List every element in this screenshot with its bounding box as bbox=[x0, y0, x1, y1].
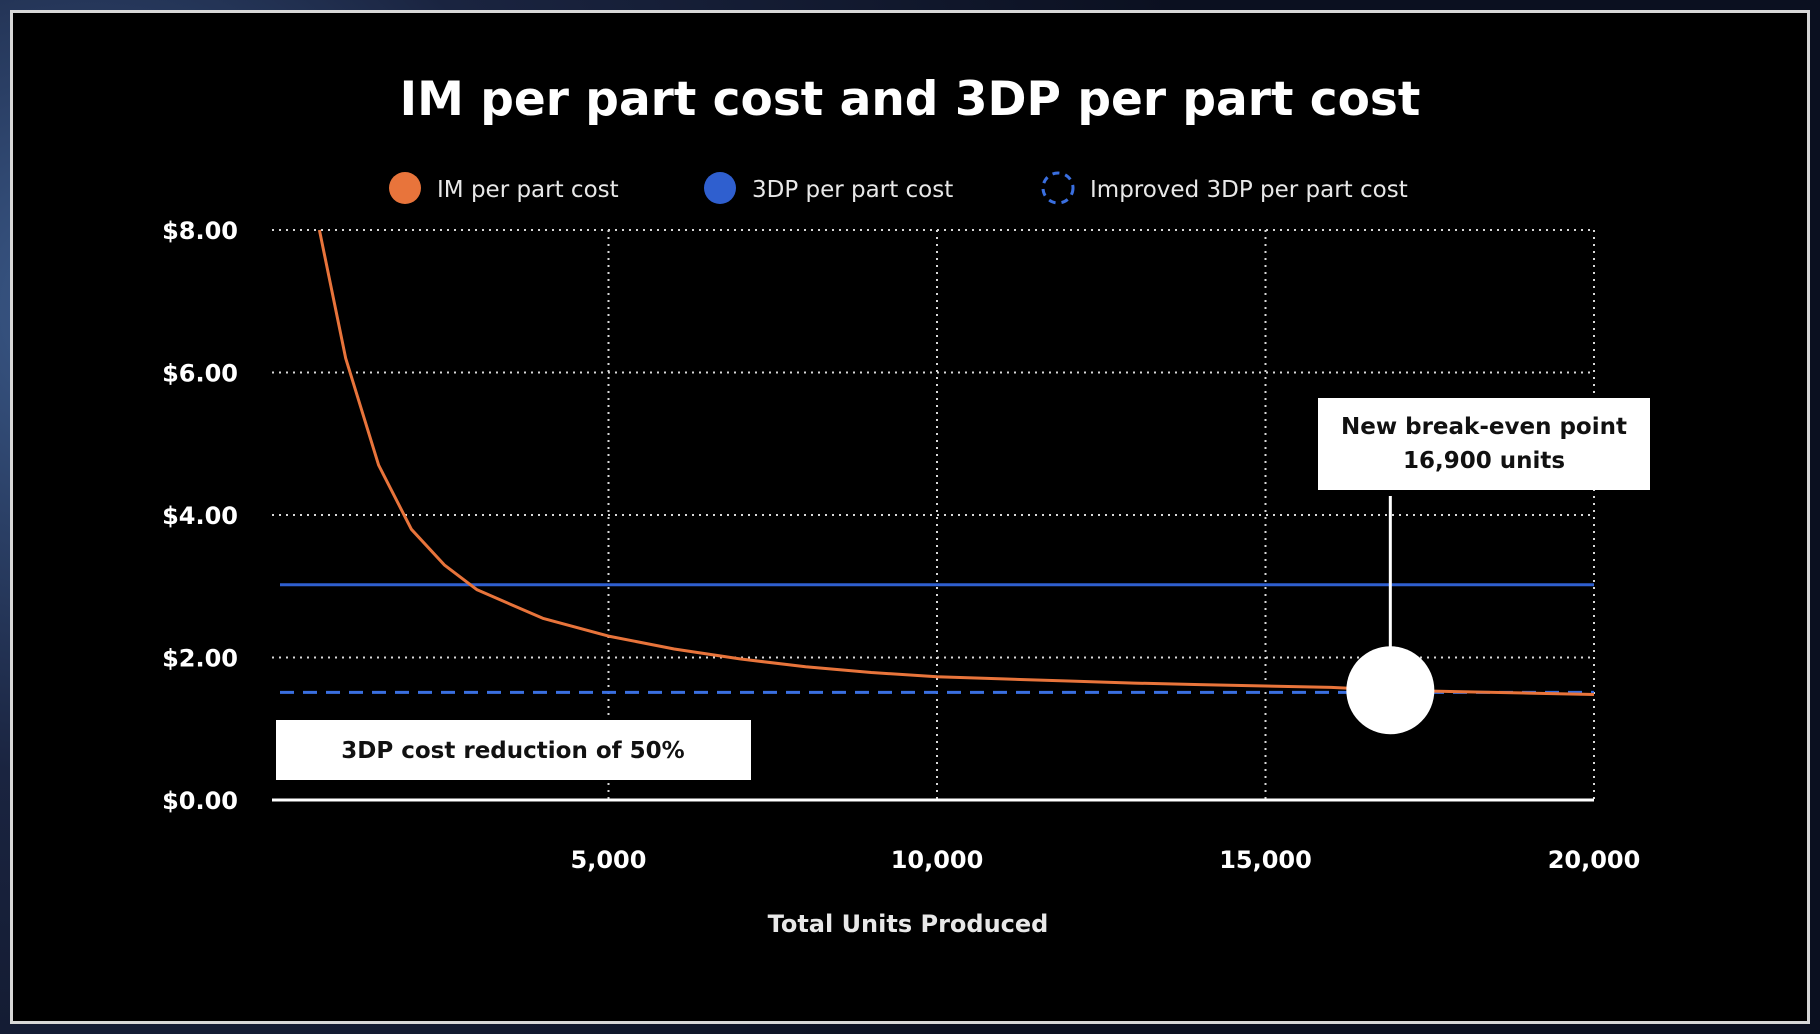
y-tick-label: $8.00 bbox=[162, 217, 238, 245]
x-tick-label: 15,000 bbox=[1219, 846, 1312, 874]
break-even-marker bbox=[1346, 646, 1435, 735]
legend-label-3dp: 3DP per part cost bbox=[752, 177, 953, 203]
y-tick-label: $6.00 bbox=[162, 360, 238, 388]
legend-label-im: IM per part cost bbox=[437, 177, 619, 203]
x-axis-ticks: 5,000 10,000 15,000 20,000 bbox=[571, 846, 1641, 874]
x-axis-title: Total Units Produced bbox=[768, 910, 1049, 938]
x-tick-label: 10,000 bbox=[891, 846, 984, 874]
legend: IM per part cost 3DP per part cost Impro… bbox=[389, 171, 1408, 205]
legend-swatch-3dp bbox=[704, 172, 736, 204]
chart-title: IM per part cost and 3DP per part cost bbox=[400, 72, 1421, 127]
chart-frame bbox=[10, 10, 1810, 1024]
break-even-annotation: New break-even point 16,900 units bbox=[1318, 398, 1650, 735]
y-tick-label: $2.00 bbox=[162, 645, 238, 673]
legend-swatch-im bbox=[389, 172, 421, 204]
break-even-box bbox=[1318, 398, 1650, 490]
y-axis-ticks: $0.00 $2.00 $4.00 $6.00 $8.00 bbox=[162, 217, 238, 815]
x-tick-label: 20,000 bbox=[1548, 846, 1641, 874]
y-tick-label: $4.00 bbox=[162, 502, 238, 530]
cost-reduction-annotation: 3DP cost reduction of 50% bbox=[276, 720, 751, 780]
cost-reduction-text: 3DP cost reduction of 50% bbox=[341, 738, 684, 764]
cost-reduction-box bbox=[276, 720, 751, 780]
legend-label-improved-3dp: Improved 3DP per part cost bbox=[1090, 177, 1408, 203]
x-tick-label: 5,000 bbox=[571, 846, 647, 874]
break-even-line-2: 16,900 units bbox=[1403, 448, 1565, 474]
break-even-line-1: New break-even point bbox=[1341, 414, 1627, 440]
legend-swatch-improved-3dp bbox=[1041, 171, 1075, 205]
y-tick-label: $0.00 bbox=[162, 787, 238, 815]
